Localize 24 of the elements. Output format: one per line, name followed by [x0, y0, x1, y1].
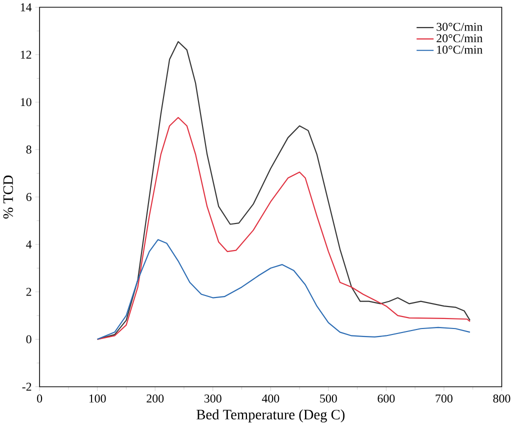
x-tick-label: 400	[262, 394, 280, 403]
line-series	[96, 117, 471, 340]
x-tick-label: 700	[436, 394, 452, 403]
x-tick-label: 0	[37, 394, 42, 403]
x-tick-label: 300	[204, 394, 222, 403]
y-tick-label: 6	[26, 193, 32, 202]
y-tick-label: 2	[26, 288, 32, 296]
y-tick-label: 4	[26, 240, 32, 248]
legend-label: 10°C/min	[437, 46, 483, 54]
y-tick-label: 0	[26, 335, 32, 344]
x-axis-title: Bed Temperature (Deg C)	[196, 410, 345, 423]
y-tick-label: 12	[20, 50, 32, 59]
x-tick-label: 500	[320, 394, 337, 403]
y-tick-label: 10	[20, 98, 32, 106]
y-tick-label: 8	[26, 146, 32, 154]
y-tick-label: 14	[20, 3, 32, 12]
x-tick-label: 600	[378, 394, 395, 403]
x-tick-label: 200	[146, 394, 164, 403]
legend-label: 30°C/min	[436, 22, 483, 31]
y-axis-title: % TCD	[3, 176, 14, 219]
x-tick-label: 100	[89, 394, 106, 403]
legend-label: 20°C/min	[436, 34, 483, 42]
y-tick-label: -2	[22, 382, 32, 391]
x-tick-label: 800	[493, 394, 510, 403]
